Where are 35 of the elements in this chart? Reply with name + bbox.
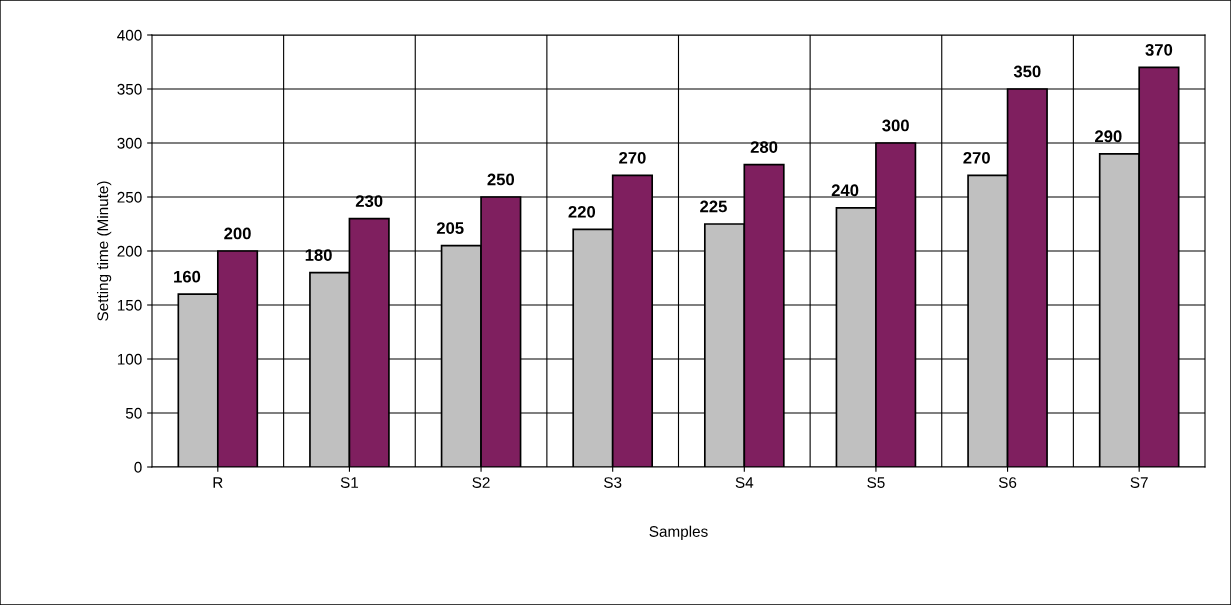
- x-tick-label: S5: [867, 477, 885, 488]
- y-tick-label: 300: [117, 137, 142, 149]
- data-label: 280: [750, 141, 778, 153]
- data-label: 180: [305, 249, 332, 261]
- data-label: 220: [568, 205, 596, 218]
- y-tick-label: 100: [117, 353, 142, 365]
- data-label: 230: [355, 195, 383, 207]
- x-axis-title: Samples: [649, 525, 708, 540]
- data-label: 240: [831, 184, 859, 197]
- data-label: 205: [436, 222, 464, 234]
- data-label: 200: [224, 227, 251, 240]
- data-label: 250: [487, 173, 515, 186]
- y-tick-label: 400: [117, 29, 142, 41]
- y-tick-label: 250: [117, 191, 142, 203]
- x-tick-label: S2: [472, 477, 490, 488]
- x-tick-label: S4: [735, 477, 754, 488]
- x-tick-label: S3: [604, 477, 622, 488]
- data-label: 350: [1013, 65, 1041, 78]
- y-tick-label: 0: [134, 461, 142, 473]
- x-tick-label: S6: [998, 477, 1017, 488]
- y-tick-label: 200: [117, 245, 142, 257]
- x-tick-label: S7: [1130, 477, 1148, 488]
- data-label: 300: [882, 119, 909, 132]
- y-tick-label: 50: [125, 407, 142, 419]
- data-label: 270: [963, 151, 990, 164]
- data-label: 160: [174, 270, 201, 283]
- data-label: 370: [1145, 43, 1173, 56]
- data-label: 270: [619, 151, 646, 164]
- y-tick-label: 150: [117, 299, 142, 311]
- x-tick-label: S1: [340, 477, 359, 488]
- y-axis-title: Setting time (Minute): [96, 181, 112, 321]
- y-tick-label: 350: [117, 83, 142, 95]
- data-label: 290: [1095, 130, 1122, 143]
- data-label: 225: [700, 200, 727, 213]
- x-tick-label: R: [213, 477, 223, 488]
